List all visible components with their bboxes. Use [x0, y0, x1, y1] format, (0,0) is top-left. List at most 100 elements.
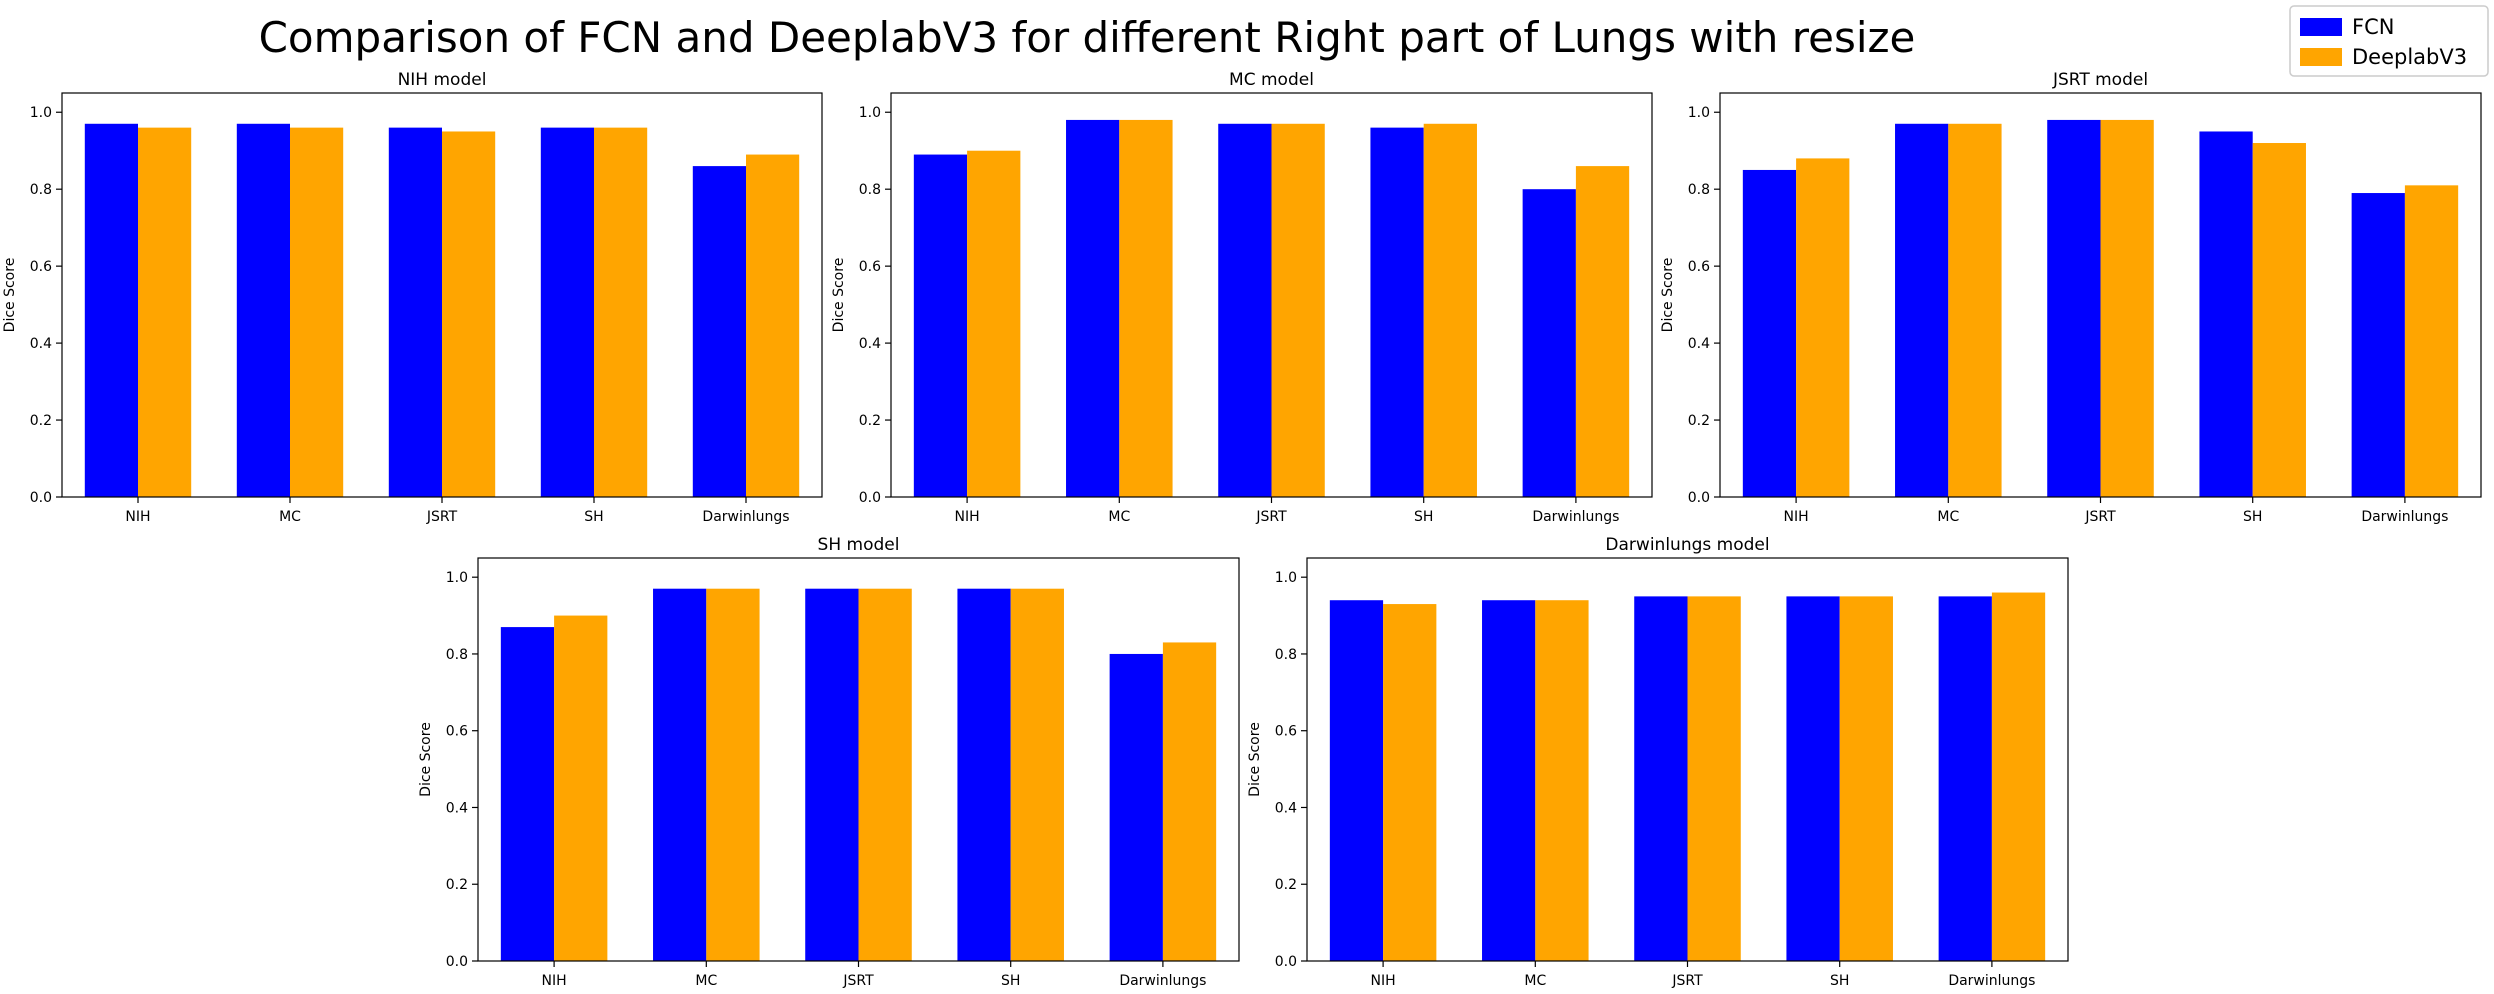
bar-deeplabv3-sh	[1423, 123, 1477, 497]
y-tick-label: 0.6	[859, 259, 881, 275]
y-tick-label: 0.4	[1275, 800, 1297, 816]
bar-fcn-mc	[1895, 123, 1949, 497]
bar-deeplabv3-darwinlungs	[1991, 592, 2046, 961]
x-tick-label-darwinlungs: Darwinlungs	[1948, 973, 2035, 989]
bar-fcn-darwinlungs	[2351, 193, 2405, 498]
bar-fcn-mc	[1066, 119, 1120, 498]
bar-fcn-sh	[2199, 131, 2253, 498]
bar-deeplabv3-mc	[290, 127, 344, 497]
bar-fcn-mc	[1482, 600, 1536, 961]
bar-deeplabv3-mc	[1948, 123, 2002, 497]
bar-deeplabv3-jsrt	[1687, 596, 1741, 961]
x-tick-label-sh: SH	[1830, 973, 1849, 989]
y-tick-label: 1.0	[30, 105, 52, 121]
bar-deeplabv3-jsrt	[2100, 119, 2154, 498]
legend-swatch-fcn	[2300, 18, 2342, 36]
bar-deeplabv3-nih	[1383, 604, 1437, 961]
x-tick-label-nih: NIH	[1784, 509, 1809, 525]
y-tick-label: 0.0	[1275, 954, 1297, 970]
y-tick-label: 0.2	[859, 413, 881, 429]
subplot-nih-model: 0.0 0.2 0.4 0.6 0.8 1.0 NIH MC JSRT SH Darwinlungs…	[2, 70, 823, 525]
y-tick-label: 0.2	[1275, 877, 1297, 893]
bar-fcn-mc	[236, 123, 290, 497]
figure-title: Comparison of FCN and DeeplabV3 for diff…	[259, 13, 1916, 62]
bar-fcn-darwinlungs	[1938, 596, 1992, 961]
x-tick-label-jsrt: JSRT	[426, 509, 458, 525]
bar-deeplabv3-darwinlungs	[2404, 185, 2459, 497]
bar-deeplabv3-jsrt	[858, 588, 912, 961]
bar-fcn-jsrt	[388, 127, 442, 497]
bar-fcn-sh	[540, 127, 594, 497]
bar-fcn-darwinlungs	[1109, 653, 1163, 961]
subplot-title: NIH model	[398, 70, 487, 90]
x-tick-label-mc: MC	[695, 973, 717, 989]
bar-deeplabv3-sh	[1010, 588, 1064, 961]
y-tick-label: 1.0	[446, 570, 468, 586]
bar-fcn-nih	[913, 154, 968, 497]
y-tick-label: 0.2	[1688, 413, 1710, 429]
x-tick-label-darwinlungs: Darwinlungs	[1532, 509, 1619, 525]
y-axis-label: Dice Score	[418, 722, 434, 797]
y-tick-label: 1.0	[859, 105, 881, 121]
bar-fcn-mc	[653, 588, 707, 961]
y-tick-label: 1.0	[1275, 570, 1297, 586]
subplot-mc-model: 0.0 0.2 0.4 0.6 0.8 1.0 NIH MC JSRT SH Darwinlungs…	[831, 70, 1653, 525]
y-tick-label: 0.2	[30, 413, 52, 429]
bar-deeplabv3-sh	[1839, 596, 1893, 961]
x-tick-label-sh: SH	[1001, 973, 1020, 989]
subplot-darwinlungs-model: 0.0 0.2 0.4 0.6 0.8 1.0 NIH MC JSRT SH Darwinlungs…	[1247, 535, 2069, 989]
y-axis-label: Dice Score	[2, 258, 18, 333]
bar-fcn-nih	[1329, 600, 1384, 961]
y-axis-label: Dice Score	[1660, 258, 1676, 333]
x-tick-label-darwinlungs: Darwinlungs	[2361, 509, 2448, 525]
legend-label-fcn: FCN	[2352, 15, 2394, 39]
x-tick-label-sh: SH	[2243, 509, 2262, 525]
x-tick-label-nih: NIH	[125, 509, 150, 525]
bar-fcn-darwinlungs	[692, 166, 746, 497]
bar-deeplabv3-nih	[554, 615, 608, 961]
bar-fcn-nih	[84, 123, 138, 497]
x-tick-label-darwinlungs: Darwinlungs	[1119, 973, 1206, 989]
bar-deeplabv3-mc	[1535, 600, 1589, 961]
legend: FCN DeeplabV3	[2289, 5, 2489, 77]
bar-fcn-sh	[957, 588, 1011, 961]
bar-deeplabv3-mc	[706, 588, 760, 961]
y-axis-label: Dice Score	[1247, 722, 1263, 797]
y-tick-label: 0.6	[1688, 259, 1710, 275]
bar-deeplabv3-nih	[1796, 158, 1850, 497]
legend-label-deeplabv3: DeeplabV3	[2352, 45, 2467, 69]
y-tick-label: 0.4	[30, 336, 52, 352]
y-axis-label: Dice Score	[831, 258, 847, 333]
x-tick-label-nih: NIH	[955, 509, 980, 525]
subplot-title: MC model	[1229, 70, 1314, 90]
bar-fcn-darwinlungs	[1522, 189, 1576, 497]
x-tick-label-jsrt: JSRT	[1255, 509, 1287, 525]
x-tick-label-mc: MC	[1524, 973, 1546, 989]
x-tick-label-jsrt: JSRT	[842, 973, 874, 989]
bar-deeplabv3-jsrt	[442, 131, 496, 498]
y-tick-label: 0.8	[1688, 182, 1710, 198]
y-tick-label: 0.8	[859, 182, 881, 198]
bar-deeplabv3-nih	[138, 127, 192, 497]
subplot-jsrt-model: 0.0 0.2 0.4 0.6 0.8 1.0 NIH MC JSRT SH Darwinlungs…	[1660, 70, 2482, 525]
y-tick-label: 0.6	[30, 259, 52, 275]
y-tick-label: 0.4	[1688, 336, 1710, 352]
subplot-title: Darwinlungs model	[1605, 535, 1769, 555]
x-tick-label-sh: SH	[1414, 509, 1433, 525]
bar-fcn-nih	[1742, 169, 1797, 497]
bar-fcn-nih	[500, 627, 555, 961]
bar-deeplabv3-sh	[2252, 143, 2306, 497]
bar-deeplabv3-darwinlungs	[1575, 166, 1630, 497]
bar-fcn-jsrt	[1634, 596, 1688, 961]
y-tick-label: 1.0	[1688, 105, 1710, 121]
legend-swatch-deeplabv3	[2300, 48, 2342, 66]
x-tick-label-nih: NIH	[1371, 973, 1396, 989]
y-tick-label: 0.0	[859, 490, 881, 506]
y-tick-label: 0.4	[446, 800, 468, 816]
subplots: 0.0 0.2 0.4 0.6 0.8 1.0 NIH MC JSRT SH Darwinlungs…	[2, 70, 2482, 989]
bar-deeplabv3-darwinlungs	[1162, 642, 1217, 961]
y-tick-label: 0.8	[446, 647, 468, 663]
y-tick-label: 0.8	[30, 182, 52, 198]
bar-fcn-sh	[1786, 596, 1840, 961]
